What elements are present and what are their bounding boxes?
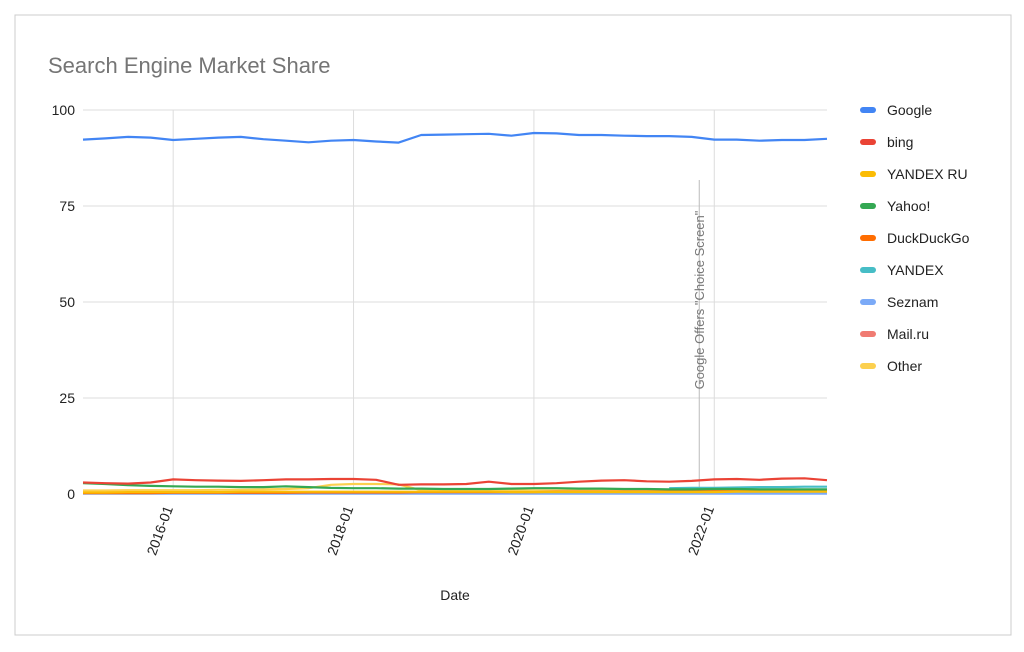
legend-swatch: [860, 363, 876, 369]
legend-swatch: [860, 171, 876, 177]
legend-label: Seznam: [887, 294, 938, 310]
legend-swatch: [860, 331, 876, 337]
series-line: [83, 490, 827, 494]
y-tick-label: 75: [59, 198, 75, 214]
legend-swatch: [860, 299, 876, 305]
series-line: [669, 485, 827, 490]
legend-label: Mail.ru: [887, 326, 929, 342]
y-tick-label: 100: [52, 102, 76, 118]
chart-title: Search Engine Market Share: [48, 53, 331, 78]
x-axis-label: Date: [440, 587, 470, 603]
legend-label: DuckDuckGo: [887, 230, 970, 246]
chart-frame: [14, 14, 1012, 636]
legend-label: Google: [887, 102, 932, 118]
legend-label: YANDEX RU: [887, 166, 968, 182]
y-tick-label: 0: [67, 486, 75, 502]
series-line: [82, 131, 828, 144]
legend-label: bing: [887, 134, 913, 150]
annotation: Google Offers "Choice Screen": [692, 210, 707, 389]
y-tick-label: 50: [59, 294, 75, 310]
y-tick-label: 25: [59, 390, 75, 406]
series-line: [82, 482, 827, 491]
legend-label: Other: [887, 358, 922, 374]
legend-swatch: [860, 235, 876, 241]
legend-swatch: [860, 203, 876, 209]
legend-label: Yahoo!: [887, 198, 930, 214]
series-line: [82, 477, 828, 486]
legend-swatch: [860, 139, 876, 145]
legend-swatch: [860, 267, 876, 273]
legend-swatch: [860, 107, 876, 113]
legend-label: YANDEX: [887, 262, 944, 278]
